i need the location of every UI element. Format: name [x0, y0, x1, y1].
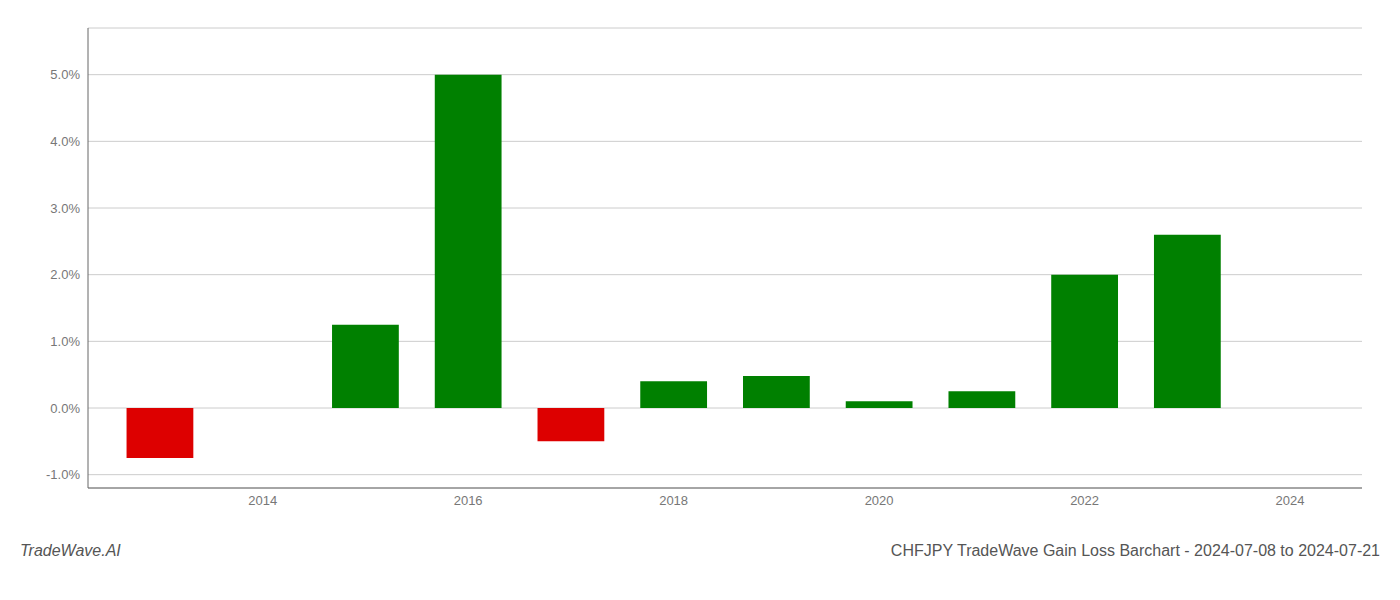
svg-text:2.0%: 2.0%	[50, 267, 80, 282]
svg-text:-1.0%: -1.0%	[46, 467, 80, 482]
svg-text:2022: 2022	[1070, 493, 1099, 508]
svg-text:2016: 2016	[454, 493, 483, 508]
svg-text:2014: 2014	[248, 493, 277, 508]
svg-text:2018: 2018	[659, 493, 688, 508]
html-text:TradeWave.AI: TradeWave.AI	[20, 542, 121, 559]
svg-text:4.0%: 4.0%	[50, 134, 80, 149]
svg-text:2020: 2020	[865, 493, 894, 508]
svg-text:2024: 2024	[1276, 493, 1305, 508]
svg-text:1.0%: 1.0%	[50, 334, 80, 349]
svg-text:3.0%: 3.0%	[50, 201, 80, 216]
svg-text:5.0%: 5.0%	[50, 67, 80, 82]
html-text:CHFJPY TradeWave Gain Loss Bar: CHFJPY TradeWave Gain Loss Barchart - 20…	[890, 542, 1380, 559]
svg-text:0.0%: 0.0%	[50, 401, 80, 416]
